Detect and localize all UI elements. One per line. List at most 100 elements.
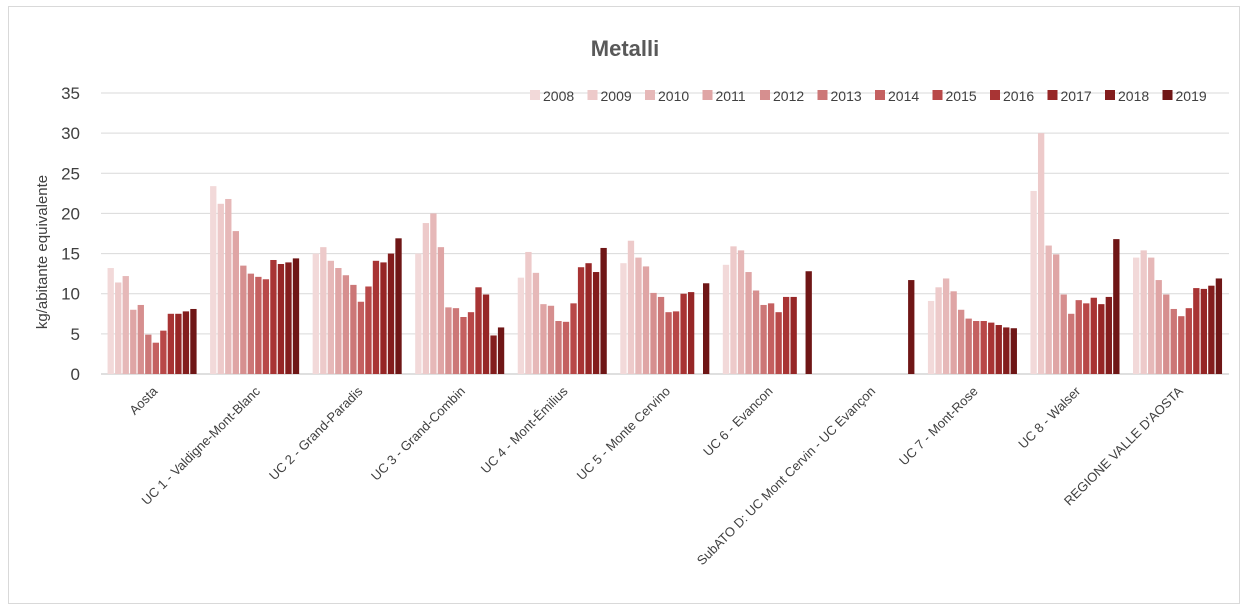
bar-2009 bbox=[422, 223, 430, 374]
bar-2011 bbox=[642, 266, 650, 374]
bar-2014 bbox=[1178, 316, 1185, 374]
bar-2012 bbox=[957, 309, 965, 374]
x-category-label: UC 3 - Grand-Combin bbox=[368, 384, 468, 484]
bar-2012 bbox=[547, 305, 555, 374]
bar-2016 bbox=[167, 313, 175, 374]
bar-2017 bbox=[687, 292, 695, 374]
bar-2014 bbox=[152, 342, 159, 374]
bar-2009 bbox=[115, 282, 122, 374]
bar-2011 bbox=[437, 247, 445, 374]
bar-2018 bbox=[1208, 285, 1215, 374]
bar-2011 bbox=[745, 272, 752, 374]
legend-label: 2011 bbox=[716, 88, 746, 104]
bar-2016 bbox=[475, 287, 482, 374]
bar-2008 bbox=[312, 253, 319, 374]
bar-2014 bbox=[460, 316, 467, 374]
bar-2019 bbox=[600, 247, 607, 374]
y-axis-ticks: 0 5 10 15 20 25 30 35 bbox=[61, 84, 80, 384]
bar-2011 bbox=[540, 304, 547, 374]
bar-2011 bbox=[1053, 254, 1060, 374]
bar-2010 bbox=[1148, 257, 1155, 374]
legend-swatch bbox=[1162, 90, 1173, 100]
y-tick-label: 0 bbox=[71, 365, 80, 384]
legend-swatch bbox=[530, 90, 540, 100]
bar-2016 bbox=[577, 267, 585, 374]
bar-2010 bbox=[635, 257, 642, 374]
bar-2009 bbox=[627, 240, 635, 374]
bar-2009 bbox=[1037, 133, 1045, 374]
bar-2013 bbox=[1068, 313, 1075, 374]
bar-2016 bbox=[1090, 297, 1097, 374]
bar-2012 bbox=[137, 304, 144, 374]
legend-swatch bbox=[817, 90, 828, 100]
bar-2008 bbox=[620, 263, 627, 374]
bar-2017 bbox=[790, 296, 797, 374]
y-axis-label: kg/abitante equivalente bbox=[34, 175, 51, 329]
bar-2009 bbox=[217, 203, 224, 374]
bar-2015 bbox=[980, 321, 987, 374]
x-category-label: UC 7 - Mont-Rose bbox=[896, 384, 981, 469]
bar-2010 bbox=[1045, 245, 1052, 374]
legend-label: 2008 bbox=[543, 88, 574, 104]
bar-2014 bbox=[1075, 300, 1082, 374]
bar-2014 bbox=[357, 301, 365, 374]
bar-2015 bbox=[160, 330, 167, 374]
bar-2008 bbox=[210, 186, 217, 374]
bar-2017 bbox=[995, 325, 1002, 374]
bar-2018 bbox=[1105, 296, 1112, 374]
bar-2010 bbox=[122, 276, 129, 374]
bar-2019 bbox=[1113, 239, 1120, 374]
legend-label: 2017 bbox=[1061, 88, 1092, 104]
bar-2008 bbox=[1133, 257, 1140, 374]
bar-2017 bbox=[277, 264, 285, 374]
bar-2012 bbox=[1163, 294, 1170, 374]
bar-2012 bbox=[1060, 294, 1067, 374]
bar-2015 bbox=[570, 303, 577, 374]
bar-2012 bbox=[240, 265, 247, 374]
bar-2016 bbox=[372, 260, 380, 374]
bar-2012 bbox=[752, 290, 760, 374]
bar-2012 bbox=[445, 307, 452, 374]
bar-2017 bbox=[1098, 304, 1105, 374]
bar-2008 bbox=[107, 268, 114, 374]
chart-frame: Metalli kg/abitante equivalente 0 5 10 15 20… bbox=[8, 6, 1240, 604]
bar-2019 bbox=[395, 238, 402, 374]
bar-2017 bbox=[380, 262, 387, 374]
bar-2016 bbox=[680, 293, 687, 374]
y-tick-label: 15 bbox=[61, 245, 80, 264]
bar-2017 bbox=[175, 313, 182, 374]
bar-2008 bbox=[517, 277, 525, 374]
legend-label: 2019 bbox=[1176, 88, 1207, 104]
x-category-label: REGIONE VALLE D'AOSTA bbox=[1061, 383, 1186, 508]
legend-swatch bbox=[645, 90, 655, 100]
bar-2010 bbox=[942, 278, 950, 374]
y-tick-label: 5 bbox=[71, 325, 80, 344]
bar-2019 bbox=[703, 283, 710, 374]
bar-2016 bbox=[782, 296, 790, 374]
bar-2017 bbox=[482, 294, 490, 374]
bar-2010 bbox=[737, 250, 745, 374]
bar-2011 bbox=[1155, 280, 1162, 374]
bar-2014 bbox=[665, 312, 672, 374]
x-category-label: UC 5 - Monte Cervino bbox=[574, 384, 674, 484]
bar-2013 bbox=[1170, 308, 1177, 374]
bar-2011 bbox=[130, 309, 137, 374]
bar-2014 bbox=[973, 321, 980, 374]
gridlines bbox=[101, 92, 1229, 375]
legend-label: 2010 bbox=[658, 88, 689, 104]
bar-2018 bbox=[182, 311, 190, 374]
bar-2010 bbox=[327, 260, 335, 374]
bar-2019 bbox=[805, 271, 812, 374]
legend-swatch bbox=[1047, 90, 1058, 100]
bar-2019 bbox=[190, 308, 197, 374]
x-category-label: UC 8 - Walser bbox=[1015, 383, 1083, 451]
y-tick-label: 35 bbox=[61, 84, 80, 103]
bar-2014 bbox=[767, 303, 775, 374]
legend-swatch bbox=[990, 90, 1000, 100]
bar-2008 bbox=[415, 253, 422, 374]
legend-label: 2014 bbox=[888, 88, 919, 104]
bar-2011 bbox=[335, 268, 342, 374]
bar-2011 bbox=[232, 231, 239, 374]
legend-swatch bbox=[760, 90, 770, 100]
